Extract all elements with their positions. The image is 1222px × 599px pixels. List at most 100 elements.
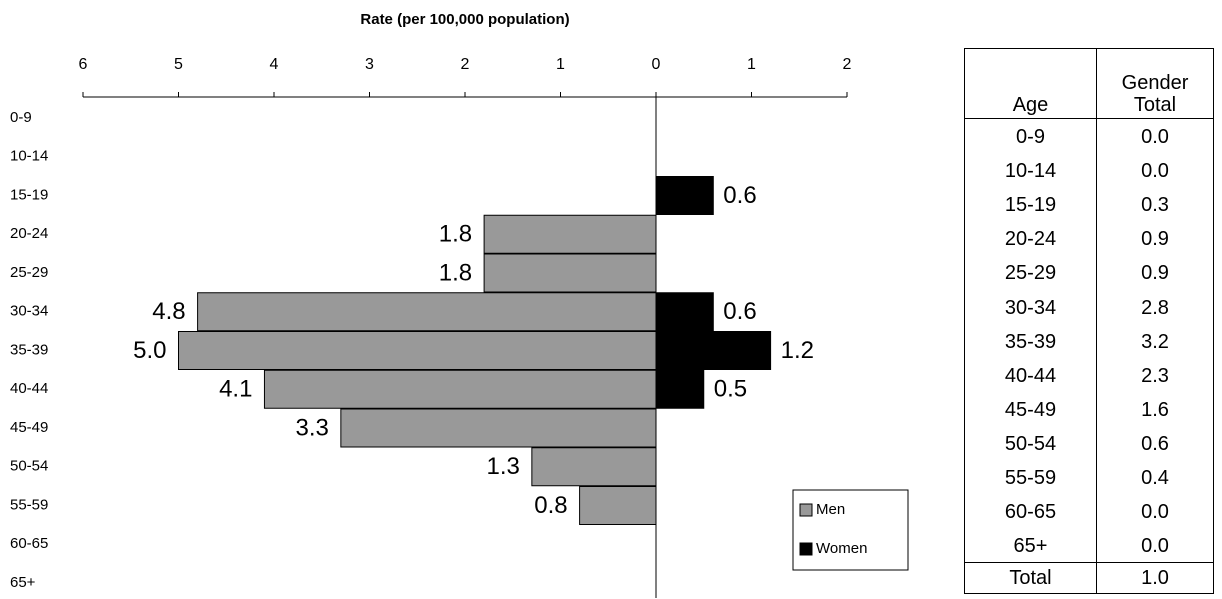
category-label: 30-34 (10, 303, 48, 320)
data-label: 1.2 (781, 337, 814, 364)
bar (483, 253, 657, 293)
cell-text: 35-39 (1004, 330, 1057, 353)
category-label: 0-9 (10, 109, 32, 126)
total-cell: Total (965, 562, 1096, 594)
table-column: Age 0-9 10-14 15-19 20-24 25-29 30-34 35-39 40-4… (965, 49, 1097, 593)
bar (655, 292, 714, 332)
table-cell: 0.0 (1097, 529, 1213, 563)
legend-box (792, 489, 909, 571)
category-label: 65+ (10, 574, 36, 591)
table-cell: 0.9 (1097, 222, 1213, 256)
data-label: 0.6 (723, 182, 756, 209)
x-tick-label: 5 (174, 56, 183, 73)
table-cell: 20-24 (965, 222, 1096, 256)
bar (655, 369, 705, 409)
bar (655, 331, 772, 370)
legend-swatch (799, 503, 813, 517)
table-cell: 0.0 (1097, 154, 1213, 188)
table-cell: 35-39 (965, 325, 1096, 359)
column-header: Gender Total (1097, 49, 1213, 119)
cell-text: 25-29 (1004, 262, 1057, 285)
data-label: 0.5 (714, 376, 747, 403)
category-label: 20-24 (10, 225, 48, 242)
cell-text: 2.8 (1141, 296, 1169, 319)
cell-text: 40-44 (1004, 364, 1057, 387)
table-cell: 50-54 (965, 427, 1096, 461)
table-cell: 40-44 (965, 359, 1096, 393)
total-cell: 1.0 (1097, 562, 1213, 594)
category-label: 10-14 (10, 148, 48, 165)
bar (655, 176, 714, 215)
cell-text: 0.6 (1141, 432, 1169, 455)
x-tick-label: 4 (270, 56, 279, 73)
cell-text: 50-54 (1004, 432, 1057, 455)
bar (178, 331, 657, 370)
x-tick-label: 2 (843, 56, 852, 73)
cell-text: 65+ (1013, 535, 1048, 558)
cell-text: 0.3 (1141, 194, 1169, 217)
data-label: 4.1 (219, 376, 252, 403)
axis-title: Rate (per 100,000 population) (360, 11, 569, 28)
cell-text: 0.9 (1141, 228, 1169, 251)
cell-text: 45-49 (1004, 398, 1057, 421)
bar (197, 292, 657, 332)
legend-swatch (799, 542, 813, 556)
table-cell: 45-49 (965, 393, 1096, 427)
cell-text: 0.0 (1141, 535, 1169, 558)
category-label: 35-39 (10, 341, 48, 358)
table-cell: 3.2 (1097, 325, 1213, 359)
data-label: 1.8 (439, 259, 472, 286)
cell-text: Age (1012, 94, 1049, 116)
category-label: 60-65 (10, 535, 48, 552)
cell-text: 2.3 (1141, 364, 1169, 387)
table-cell: 0.4 (1097, 461, 1213, 495)
cell-text: 3.2 (1141, 330, 1169, 353)
table-cell: 0.0 (1097, 495, 1213, 529)
data-label: 1.8 (439, 221, 472, 248)
data-label: 3.3 (295, 414, 328, 441)
category-label: 50-54 (10, 458, 48, 475)
cell-text: 20-24 (1004, 228, 1057, 251)
data-label: 0.8 (534, 492, 567, 519)
cell-text: 30-34 (1004, 296, 1057, 319)
cell-text: 15-19 (1004, 194, 1057, 217)
table-cell: 65+ (965, 529, 1096, 563)
x-tick-label: 1 (747, 56, 756, 73)
table-cell: 0-9 (965, 120, 1096, 154)
category-label: 25-29 (10, 264, 48, 281)
table-cell: 1.6 (1097, 393, 1213, 427)
cell-text: 0.0 (1141, 501, 1169, 524)
cell-text: 0.9 (1141, 262, 1169, 285)
bar (263, 369, 657, 409)
data-label: 5.0 (133, 337, 166, 364)
bar (340, 408, 657, 448)
table-cell: 15-19 (965, 188, 1096, 222)
category-label: 15-19 (10, 186, 48, 203)
table-cell: 60-65 (965, 495, 1096, 529)
cell-text: Total (1009, 567, 1052, 589)
table-cell: 55-59 (965, 461, 1096, 495)
cell-text: 0-9 (1016, 126, 1045, 148)
data-label: 4.8 (152, 298, 185, 325)
x-tick-label: 3 (365, 56, 374, 73)
table-cell: 0.9 (1097, 256, 1213, 290)
table-cell: 2.3 (1097, 359, 1213, 393)
chart: Rate (per 100,000 population) 6 5 4 3 2 1 0 1 20… (10, 11, 909, 598)
table-cell: 0.0 (1097, 120, 1213, 154)
data-label: 1.3 (486, 453, 519, 480)
cell-text: 10-14 (1004, 160, 1057, 183)
legend-label: Men (816, 501, 845, 518)
bar (531, 447, 657, 487)
table-cell: 30-34 (965, 291, 1096, 325)
table-cell: 25-29 (965, 256, 1096, 290)
x-tick-label: 0 (652, 56, 661, 73)
cell-text: 1.6 (1141, 398, 1169, 421)
x-tick-label: 1 (556, 56, 565, 73)
cell-text: Gender Total (1121, 72, 1189, 116)
table-cell: 10-14 (965, 154, 1096, 188)
data-label: 0.6 (723, 298, 756, 325)
cell-text: 0.0 (1141, 126, 1169, 148)
bar (483, 214, 657, 254)
x-tick-label: 2 (461, 56, 470, 73)
